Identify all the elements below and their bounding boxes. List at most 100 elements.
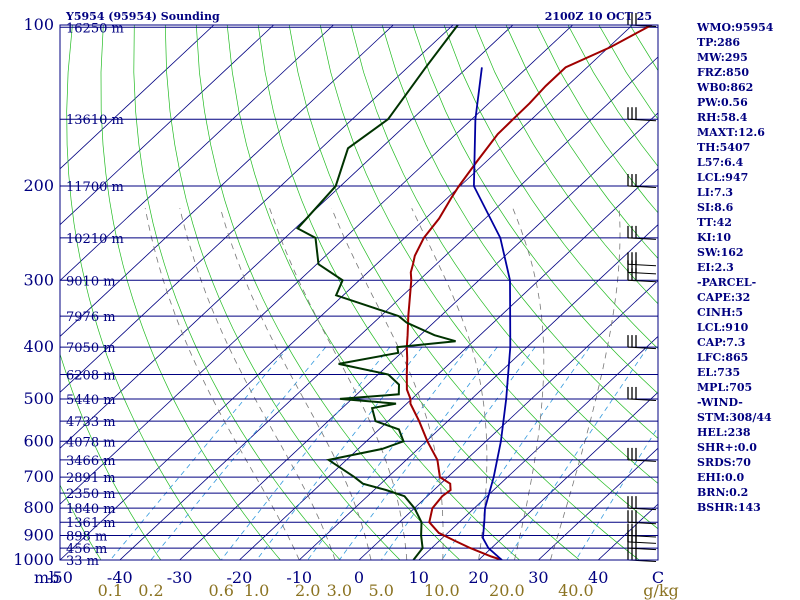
dry-adiabat-line	[195, 25, 461, 560]
wind-barb	[627, 252, 657, 267]
sounding-index-item: KI:10	[697, 231, 732, 244]
isotherm-line	[538, 447, 658, 560]
sounding-index-item: EHI:0.0	[697, 471, 745, 484]
sounding-index-item: STM:308/44	[697, 411, 772, 424]
wind-barb-staff	[627, 398, 657, 401]
dry-adiabat-line	[288, 25, 640, 560]
mixing-ratio-tick-label: 1.0	[244, 581, 269, 600]
height-level-label: 456 m	[66, 542, 107, 557]
height-level-label: 6208 m	[66, 368, 116, 383]
pressure-tick-label: 800	[23, 498, 54, 517]
sounding-index-item: PW:0.56	[697, 96, 748, 109]
height-level-label: 9010 m	[66, 274, 116, 289]
parcel-trace	[472, 67, 512, 560]
dry-adiabat-line	[164, 25, 401, 560]
sounding-index-item: TH:5407	[697, 141, 751, 154]
sounding-traces	[295, 25, 653, 560]
pressure-tick-label: 600	[23, 431, 54, 450]
height-level-label: 7976 m	[66, 310, 116, 325]
mixing-ratio-tick-label: 20.0	[489, 581, 525, 600]
wind-barb-staff	[627, 535, 657, 538]
height-level-label: 10210 m	[66, 232, 124, 247]
moist-adiabat-line	[179, 208, 336, 560]
mixing-ratio-line	[506, 346, 649, 560]
height-level-label: 11700 m	[66, 180, 124, 195]
wind-barb	[627, 523, 657, 538]
mixing-ratio-tick-label: 3.0	[327, 581, 352, 600]
mixing-ratio-tick-label: 2.0	[295, 581, 320, 600]
dry-adiabat-line	[226, 25, 520, 560]
sounding-index-item: SHR+:0.0	[697, 441, 757, 454]
pressure-tick-label: 300	[23, 270, 54, 289]
pressure-tick-label: 1000	[13, 550, 54, 569]
wind-barb-staff	[627, 547, 657, 551]
sounding-index-item: HEL:238	[697, 426, 751, 439]
mixing-ratio-line	[256, 346, 423, 560]
isotherm-line	[60, 25, 514, 449]
mixing-ratio-line	[307, 346, 469, 560]
temperature-tick-label: -10	[286, 568, 312, 587]
height-level-label: 1361 m	[66, 516, 116, 531]
wind-barb-staff	[627, 459, 657, 462]
wind-barb-staff	[627, 185, 657, 189]
pressure-tick-label: 200	[23, 176, 54, 195]
sounding-index-item: CAP:7.3	[697, 336, 746, 349]
temperature-tick-label: 20	[468, 568, 488, 587]
sounding-index-item: WB0:862	[697, 81, 754, 94]
sounding-index-item: CAPE:32	[697, 291, 751, 304]
sounding-index-item: LI:7.3	[697, 186, 734, 199]
pressure-tick-label: 900	[23, 526, 54, 545]
sounding-index-item: MPL:705	[697, 381, 753, 394]
moist-adiabat-line	[512, 208, 545, 560]
sounding-index-item: SW:162	[697, 246, 744, 259]
temperature-tick-label: C	[652, 568, 664, 587]
height-level-label: 3466 m	[66, 454, 116, 469]
isotherm-line	[298, 224, 658, 560]
wind-barb	[627, 335, 657, 350]
height-level-label: 2891 m	[66, 471, 116, 486]
mixing-ratio-tick-label: 0.6	[208, 581, 233, 600]
wind-barb-column	[627, 13, 657, 562]
mixing-ratio-line	[150, 346, 327, 560]
background-grid	[60, 25, 658, 560]
wind-barb	[627, 548, 657, 562]
mixing-ratio-line	[441, 346, 591, 560]
sounding-index-item: LCL:910	[697, 321, 749, 334]
height-level-label: 4078 m	[66, 435, 116, 450]
isotherm-line	[119, 56, 658, 560]
sounding-index-item: SRDS:70	[697, 456, 751, 469]
isotherm-line	[60, 25, 454, 393]
mixing-ratio-tick-label: 40.0	[558, 581, 594, 600]
sounding-index-item: TT:42	[697, 216, 732, 229]
sounding-index-item: LFC:865	[697, 351, 749, 364]
sounding-index-item: CINH:5	[697, 306, 744, 319]
height-level-label: 13610 m	[66, 113, 124, 128]
isotherm-line	[60, 25, 215, 170]
temperature-tick-label: 10	[409, 568, 429, 587]
wind-barb-staff	[627, 521, 657, 525]
wind-barb	[627, 225, 657, 240]
isotherm-line	[239, 168, 658, 560]
sounding-index-item: L57:6.4	[697, 156, 744, 169]
sounding-index-item: RH:58.4	[697, 111, 748, 124]
isotherm-line	[60, 25, 573, 505]
wind-barb-staff	[627, 541, 657, 544]
sounding-index-item: EL:735	[697, 366, 741, 379]
wind-barb	[627, 447, 657, 462]
wind-barb	[627, 386, 657, 401]
dry-adiabat-line	[133, 25, 341, 560]
plot-frame	[59, 24, 659, 561]
isotherm-line	[60, 25, 274, 226]
mixing-ratio-unit-label: g/kg	[643, 581, 679, 600]
height-level-label: 7050 m	[66, 341, 116, 356]
isotherm-line	[478, 391, 658, 560]
temperature-tick-label: 40	[588, 568, 608, 587]
sounding-index-item: TP:286	[697, 36, 741, 49]
temperature-tick-label: -40	[107, 568, 133, 587]
sounding-index-item: -PARCEL-	[697, 276, 757, 289]
pressure-tick-label: 100	[23, 15, 54, 34]
temperature-tick-label: -20	[227, 568, 253, 587]
height-level-label: 2350 m	[66, 487, 116, 502]
pressure-tick-label: 500	[23, 389, 54, 408]
